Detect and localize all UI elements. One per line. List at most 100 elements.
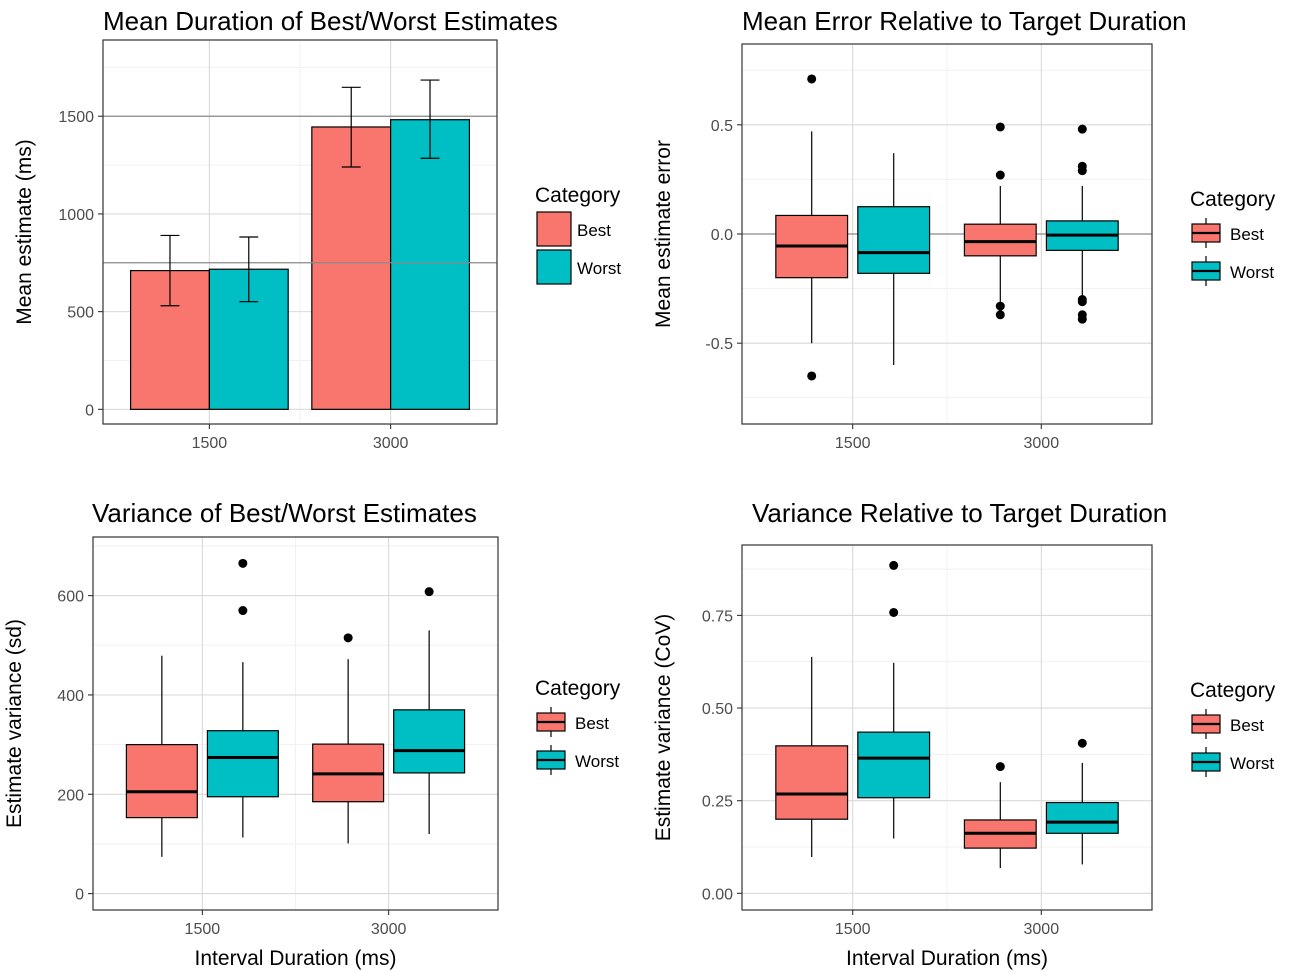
legend-title: Category	[1190, 679, 1276, 702]
x-tick-label: 1500	[185, 921, 221, 938]
y-axis-label: Estimate variance (sd)	[3, 619, 26, 828]
chart-title: Variance of Best/Worst Estimates	[92, 498, 477, 528]
y-tick-label: 0.75	[702, 608, 733, 625]
y-tick-label: 0.00	[702, 886, 733, 903]
chart-panel-4: 0.00 0.25 0.50 0.75 1500 3000 Variance Relativ…	[652, 498, 1276, 970]
box-best-1500	[125, 655, 198, 857]
outlier-point	[1077, 738, 1087, 748]
y-tick-label: 400	[57, 688, 84, 705]
chart-title: Mean Duration of Best/Worst Estimates	[103, 6, 558, 36]
chart-panel-3: 0 200 400 600 1500 3000 Variance of Best/Worst…	[3, 498, 621, 970]
chart-title: Mean Error Relative to Target Duration	[742, 6, 1187, 36]
bar-best-3000	[311, 126, 392, 410]
panel-border	[92, 536, 499, 911]
y-tick-label: 1500	[58, 109, 94, 126]
box-iqr	[963, 223, 1037, 257]
chart-title: Variance Relative to Target Duration	[752, 498, 1167, 528]
legend-label-worst: Worst	[1230, 754, 1274, 773]
outlier-point	[1077, 166, 1087, 176]
y-tick-label: -0.5	[705, 336, 733, 353]
x-tick-label: 1500	[835, 435, 871, 452]
x-axis-label: Interval Duration (ms)	[846, 947, 1048, 970]
y-tick-label: 600	[57, 589, 84, 606]
box-worst-3000	[1045, 738, 1119, 865]
box-best-3000	[963, 762, 1037, 869]
box-worst-1500	[857, 153, 931, 366]
y-tick-label: 200	[57, 787, 84, 804]
bar-worst-3000	[390, 119, 471, 410]
legend-title: Category	[535, 677, 621, 700]
box-iqr	[393, 709, 466, 774]
y-axis-label: Estimate variance (CoV)	[652, 614, 675, 842]
box-iqr	[206, 730, 279, 798]
y-tick-label: 1000	[58, 207, 94, 224]
outlier-point	[424, 587, 434, 597]
outlier-point	[1077, 297, 1087, 307]
legend-label-worst: Worst	[575, 752, 619, 771]
box-worst-1500	[857, 560, 931, 839]
box-iqr	[857, 206, 931, 274]
error-bar-worst-3000	[420, 79, 440, 159]
outlier-point	[889, 607, 899, 617]
y-tick-label: 0.0	[711, 227, 733, 244]
x-axis-label: Interval Duration (ms)	[195, 947, 397, 970]
y-tick-label: 0	[85, 402, 94, 419]
legend-title: Category	[535, 184, 621, 207]
outlier-point	[238, 558, 248, 568]
box-iqr	[775, 745, 849, 820]
y-tick-label: 0.5	[711, 118, 733, 135]
legend-key-best	[536, 211, 572, 247]
x-tick-label: 3000	[1024, 921, 1060, 938]
panel-border	[102, 39, 498, 425]
legend-label-best: Best	[575, 714, 609, 733]
x-tick-label: 1500	[192, 435, 228, 452]
box-best-1500	[775, 74, 849, 381]
legend-label-best: Best	[1230, 225, 1264, 244]
error-bar-worst-1500	[239, 236, 259, 303]
outlier-point	[995, 301, 1005, 311]
outlier-point	[343, 633, 353, 643]
box-iqr	[125, 744, 198, 819]
box-worst-3000	[1045, 124, 1119, 324]
outlier-point	[238, 606, 248, 616]
y-axis-label: Mean estimate error	[652, 140, 675, 328]
x-tick-label: 3000	[373, 435, 409, 452]
legend-label-worst: Worst	[577, 259, 621, 278]
legend-key-worst	[536, 249, 572, 285]
legend: Category Best Worst	[535, 677, 621, 775]
box-best-1500	[775, 656, 849, 858]
x-tick-label: 3000	[371, 921, 407, 938]
legend-label-worst: Worst	[1230, 263, 1274, 282]
error-bar-best-1500	[160, 234, 180, 307]
y-tick-label: 0	[75, 887, 84, 904]
legend: Category Best Worst	[1190, 679, 1276, 777]
y-tick-label: 500	[67, 305, 94, 322]
legend-label-best: Best	[1230, 716, 1264, 735]
box-worst-1500	[206, 558, 279, 838]
box-iqr	[1045, 801, 1119, 834]
outlier-point	[995, 762, 1005, 772]
panel-border	[741, 544, 1153, 911]
x-tick-label: 1500	[835, 921, 871, 938]
box-best-3000	[312, 633, 385, 844]
outlier-point	[995, 122, 1005, 132]
box-best-3000	[963, 122, 1037, 320]
legend: Category Best Worst	[1190, 188, 1276, 286]
legend-title: Category	[1190, 188, 1276, 211]
box-iqr	[857, 731, 931, 799]
y-tick-label: 0.50	[702, 701, 733, 718]
outlier-point	[995, 170, 1005, 180]
chart-panel-1: 0 500 1000 1500 1500 3000 Mean Duration of Bes…	[13, 6, 621, 452]
outlier-point	[889, 560, 899, 570]
legend-label-best: Best	[577, 221, 611, 240]
error-bar-best-3000	[341, 86, 361, 168]
x-tick-label: 3000	[1024, 435, 1060, 452]
outlier-point	[995, 310, 1005, 320]
box-worst-3000	[393, 587, 466, 835]
chart-panel-2: -0.5 0.0 0.5 1500 3000 Mean Error Relative to…	[652, 6, 1276, 452]
legend: Category Best Worst	[535, 184, 621, 285]
outlier-point	[807, 371, 817, 381]
y-axis-label: Mean estimate (ms)	[13, 139, 36, 325]
outlier-point	[807, 74, 817, 84]
